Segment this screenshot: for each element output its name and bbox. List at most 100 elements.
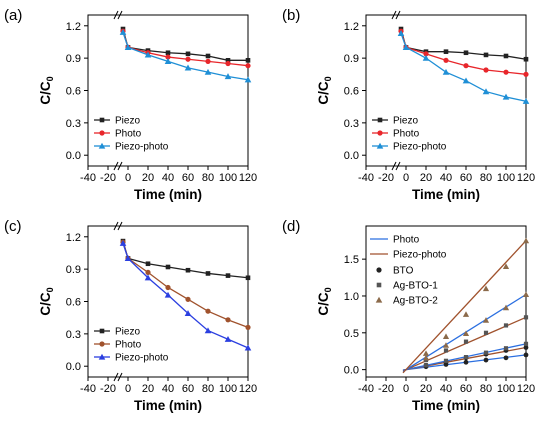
legend-marker <box>377 117 383 123</box>
axis-break-mark <box>117 161 123 171</box>
data-point <box>225 273 231 278</box>
data-point <box>522 237 530 244</box>
x-tick-label: 0 <box>403 383 409 395</box>
data-point <box>124 44 132 50</box>
x-tick-label: 80 <box>202 172 214 184</box>
data-point <box>523 315 529 320</box>
x-tick-label: 120 <box>517 383 535 395</box>
legend-label: BTO <box>393 266 414 277</box>
data-point <box>442 68 450 75</box>
series-line-piezo-photo <box>400 33 527 102</box>
y-axis-title: C/C0 <box>38 287 55 315</box>
axis-break-mark <box>117 221 123 231</box>
data-point <box>483 67 489 73</box>
y-tick-label: 1.5 <box>344 254 359 266</box>
series-line-piezo <box>122 240 249 279</box>
data-point <box>503 346 509 351</box>
y-axis-title: C/C0 <box>316 76 333 104</box>
data-point <box>245 58 251 63</box>
legend-label: Photo <box>115 340 142 351</box>
x-tick-label: 20 <box>420 383 432 395</box>
x-tick-label: -40 <box>80 383 96 395</box>
legend-label: Photo <box>393 129 420 140</box>
legend-label: Ag-BTO-2 <box>393 296 438 307</box>
x-tick-label: -40 <box>358 172 374 184</box>
x-tick-label: 60 <box>182 172 194 184</box>
y-tick-label: 0.9 <box>344 53 359 65</box>
legend-label: Piezo-photo <box>393 250 447 261</box>
chart-panel-3: (c) -40 -20 0 20 40 60 80 100 120 0.0 0.3 0.6 0.9 1.2 T… <box>4 218 257 413</box>
data-point <box>523 341 529 346</box>
legend-marker <box>376 267 382 273</box>
data-point <box>443 358 449 363</box>
data-point <box>463 359 469 365</box>
data-point <box>224 73 232 80</box>
data-point <box>145 261 151 267</box>
chart-panel-4: (d) -40 -20 0 20 40 60 80 100 120 0.0 0.5 1.0 1.5 Time… <box>282 218 535 413</box>
x-tick-label: 20 <box>142 383 154 395</box>
x-tick-label: -40 <box>80 172 96 184</box>
data-point <box>463 355 469 360</box>
axis-break-mark <box>113 10 119 20</box>
data-point <box>184 64 192 71</box>
axis-break-mark <box>395 161 401 171</box>
y-tick-label: 1.2 <box>66 21 81 33</box>
y-tick-label: 1.2 <box>344 21 359 33</box>
legend-marker <box>99 341 105 347</box>
data-point <box>244 344 252 351</box>
data-point <box>145 269 151 275</box>
y-tick-label: 0.0 <box>66 361 81 373</box>
data-point <box>443 49 449 54</box>
legend-label: Piezo-photo <box>115 142 169 153</box>
data-point <box>482 88 490 95</box>
x-tick-label: 20 <box>142 172 154 184</box>
y-tick-label: 0.9 <box>66 264 81 276</box>
y-tick-label: 0.3 <box>344 118 359 130</box>
data-point <box>165 264 171 270</box>
x-tick-label: 40 <box>162 383 174 395</box>
x-tick-label: -20 <box>378 383 394 395</box>
x-tick-label: 100 <box>219 383 237 395</box>
x-tick-label: 0 <box>125 383 131 395</box>
y-axis-title: C/C0 <box>316 287 333 315</box>
y-tick-label: 0.0 <box>66 150 81 162</box>
data-point <box>245 275 251 281</box>
chart-panel-1: (a) -40 -20 0 20 40 60 80 100 120 0.0 0.3 0.6 0.9 1.2 T… <box>4 7 257 202</box>
x-axis-title: Time (min) <box>412 398 480 413</box>
x-tick-label: 60 <box>460 383 472 395</box>
legend-label: Piezo <box>393 116 418 127</box>
data-point <box>443 348 449 353</box>
series-line-piezo <box>122 28 248 61</box>
axis-break-mark <box>395 10 401 20</box>
legend-marker <box>377 130 383 136</box>
x-tick-label: 100 <box>497 383 515 395</box>
y-tick-label: 0.0 <box>344 365 359 377</box>
data-point <box>205 58 211 64</box>
axis-break-mark <box>117 10 123 20</box>
panel-label: (d) <box>282 218 300 235</box>
data-point <box>124 255 132 261</box>
data-point <box>204 68 212 75</box>
data-point <box>442 342 450 348</box>
data-point <box>422 350 430 356</box>
legend-label: Piezo-photo <box>115 353 169 364</box>
x-tick-label: -20 <box>100 383 116 395</box>
data-point <box>523 56 529 62</box>
data-point <box>165 50 171 56</box>
series-line-piezo-photo <box>122 32 249 81</box>
legend-marker <box>99 117 105 123</box>
x-tick-label: 80 <box>202 383 214 395</box>
legend-label: Piezo <box>115 116 140 127</box>
data-point <box>502 93 510 100</box>
data-point <box>397 30 405 36</box>
y-tick-label: 0.6 <box>66 86 81 98</box>
legend-label: Piezo-photo <box>393 142 447 153</box>
x-axis-title: Time (min) <box>134 398 202 413</box>
data-point <box>423 51 429 57</box>
data-point <box>522 291 530 297</box>
x-tick-label: 120 <box>517 172 535 184</box>
data-point <box>205 308 211 314</box>
y-tick-label: 0.0 <box>344 150 359 162</box>
data-point <box>144 51 152 58</box>
data-point <box>144 274 152 281</box>
